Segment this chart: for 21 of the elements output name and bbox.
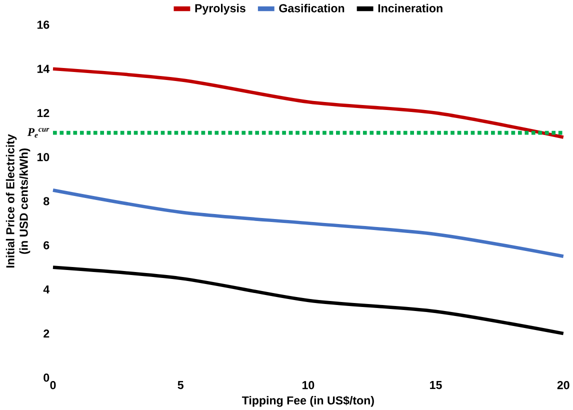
- y-tick-label: 8: [44, 197, 50, 206]
- x-tick-label: 20: [557, 381, 570, 390]
- y-tick-label: 14: [37, 64, 50, 73]
- x-tick-label: 10: [302, 381, 314, 390]
- x-tick-label: 15: [430, 381, 442, 390]
- y-tick-label: 0: [44, 374, 50, 382]
- y-tick-label: 12: [37, 108, 50, 117]
- y-tick-label: 4: [43, 285, 50, 294]
- x-tick-label: 5: [178, 381, 184, 390]
- y-tick-label: 6: [44, 241, 50, 250]
- y-tick-label: 16: [37, 20, 50, 29]
- line-series: [51, 188, 566, 258]
- line-series: [51, 266, 566, 336]
- legend-label: Incineration: [378, 4, 442, 12]
- x-axis-title: Tipping Fee (in US$/ton): [242, 396, 374, 407]
- legend-label: Pyrolysis: [195, 4, 246, 15]
- y-tick-label: 10: [37, 152, 50, 162]
- y-tick-label: 2: [44, 329, 50, 338]
- x-tick-label: 0: [50, 381, 56, 390]
- legend-label: Gasification: [279, 4, 344, 12]
- line-series: [51, 67, 566, 139]
